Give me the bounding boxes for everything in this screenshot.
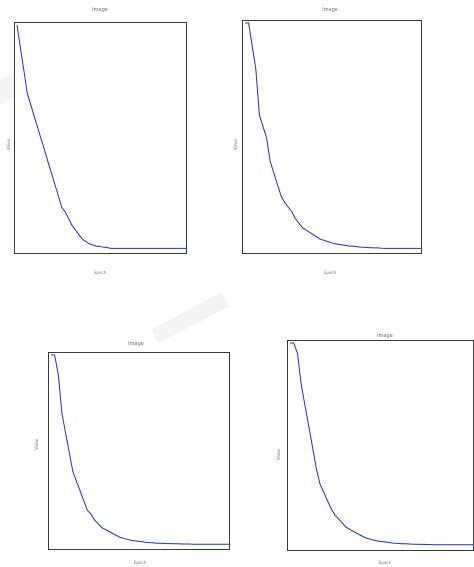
data-line <box>290 342 473 546</box>
data-line <box>245 22 421 249</box>
plot-area <box>14 22 187 254</box>
plot-area <box>48 352 230 550</box>
x-axis-label: Epoch <box>93 270 107 275</box>
line-plot <box>16 24 186 249</box>
chart-title: Image <box>92 7 108 13</box>
chart-title: Image <box>377 333 393 339</box>
plot-area <box>287 340 474 551</box>
y-axis-label: Value <box>233 139 238 150</box>
y-axis-label: Value <box>276 449 281 460</box>
line-plot <box>245 22 421 249</box>
watermark-shape <box>150 292 230 344</box>
chart-title: Image <box>322 7 338 13</box>
line-plot <box>51 354 229 545</box>
data-line <box>51 354 229 545</box>
chart-title: Image <box>128 341 144 347</box>
x-axis-label: Epoch <box>378 560 392 565</box>
data-line <box>16 24 186 249</box>
y-axis-label: Value <box>6 139 11 150</box>
y-axis-label: Value <box>34 439 39 450</box>
line-plot <box>290 342 473 546</box>
plot-area <box>242 20 422 254</box>
x-axis-label: Epoch <box>133 560 147 565</box>
x-axis-label: Epoch <box>323 270 337 275</box>
